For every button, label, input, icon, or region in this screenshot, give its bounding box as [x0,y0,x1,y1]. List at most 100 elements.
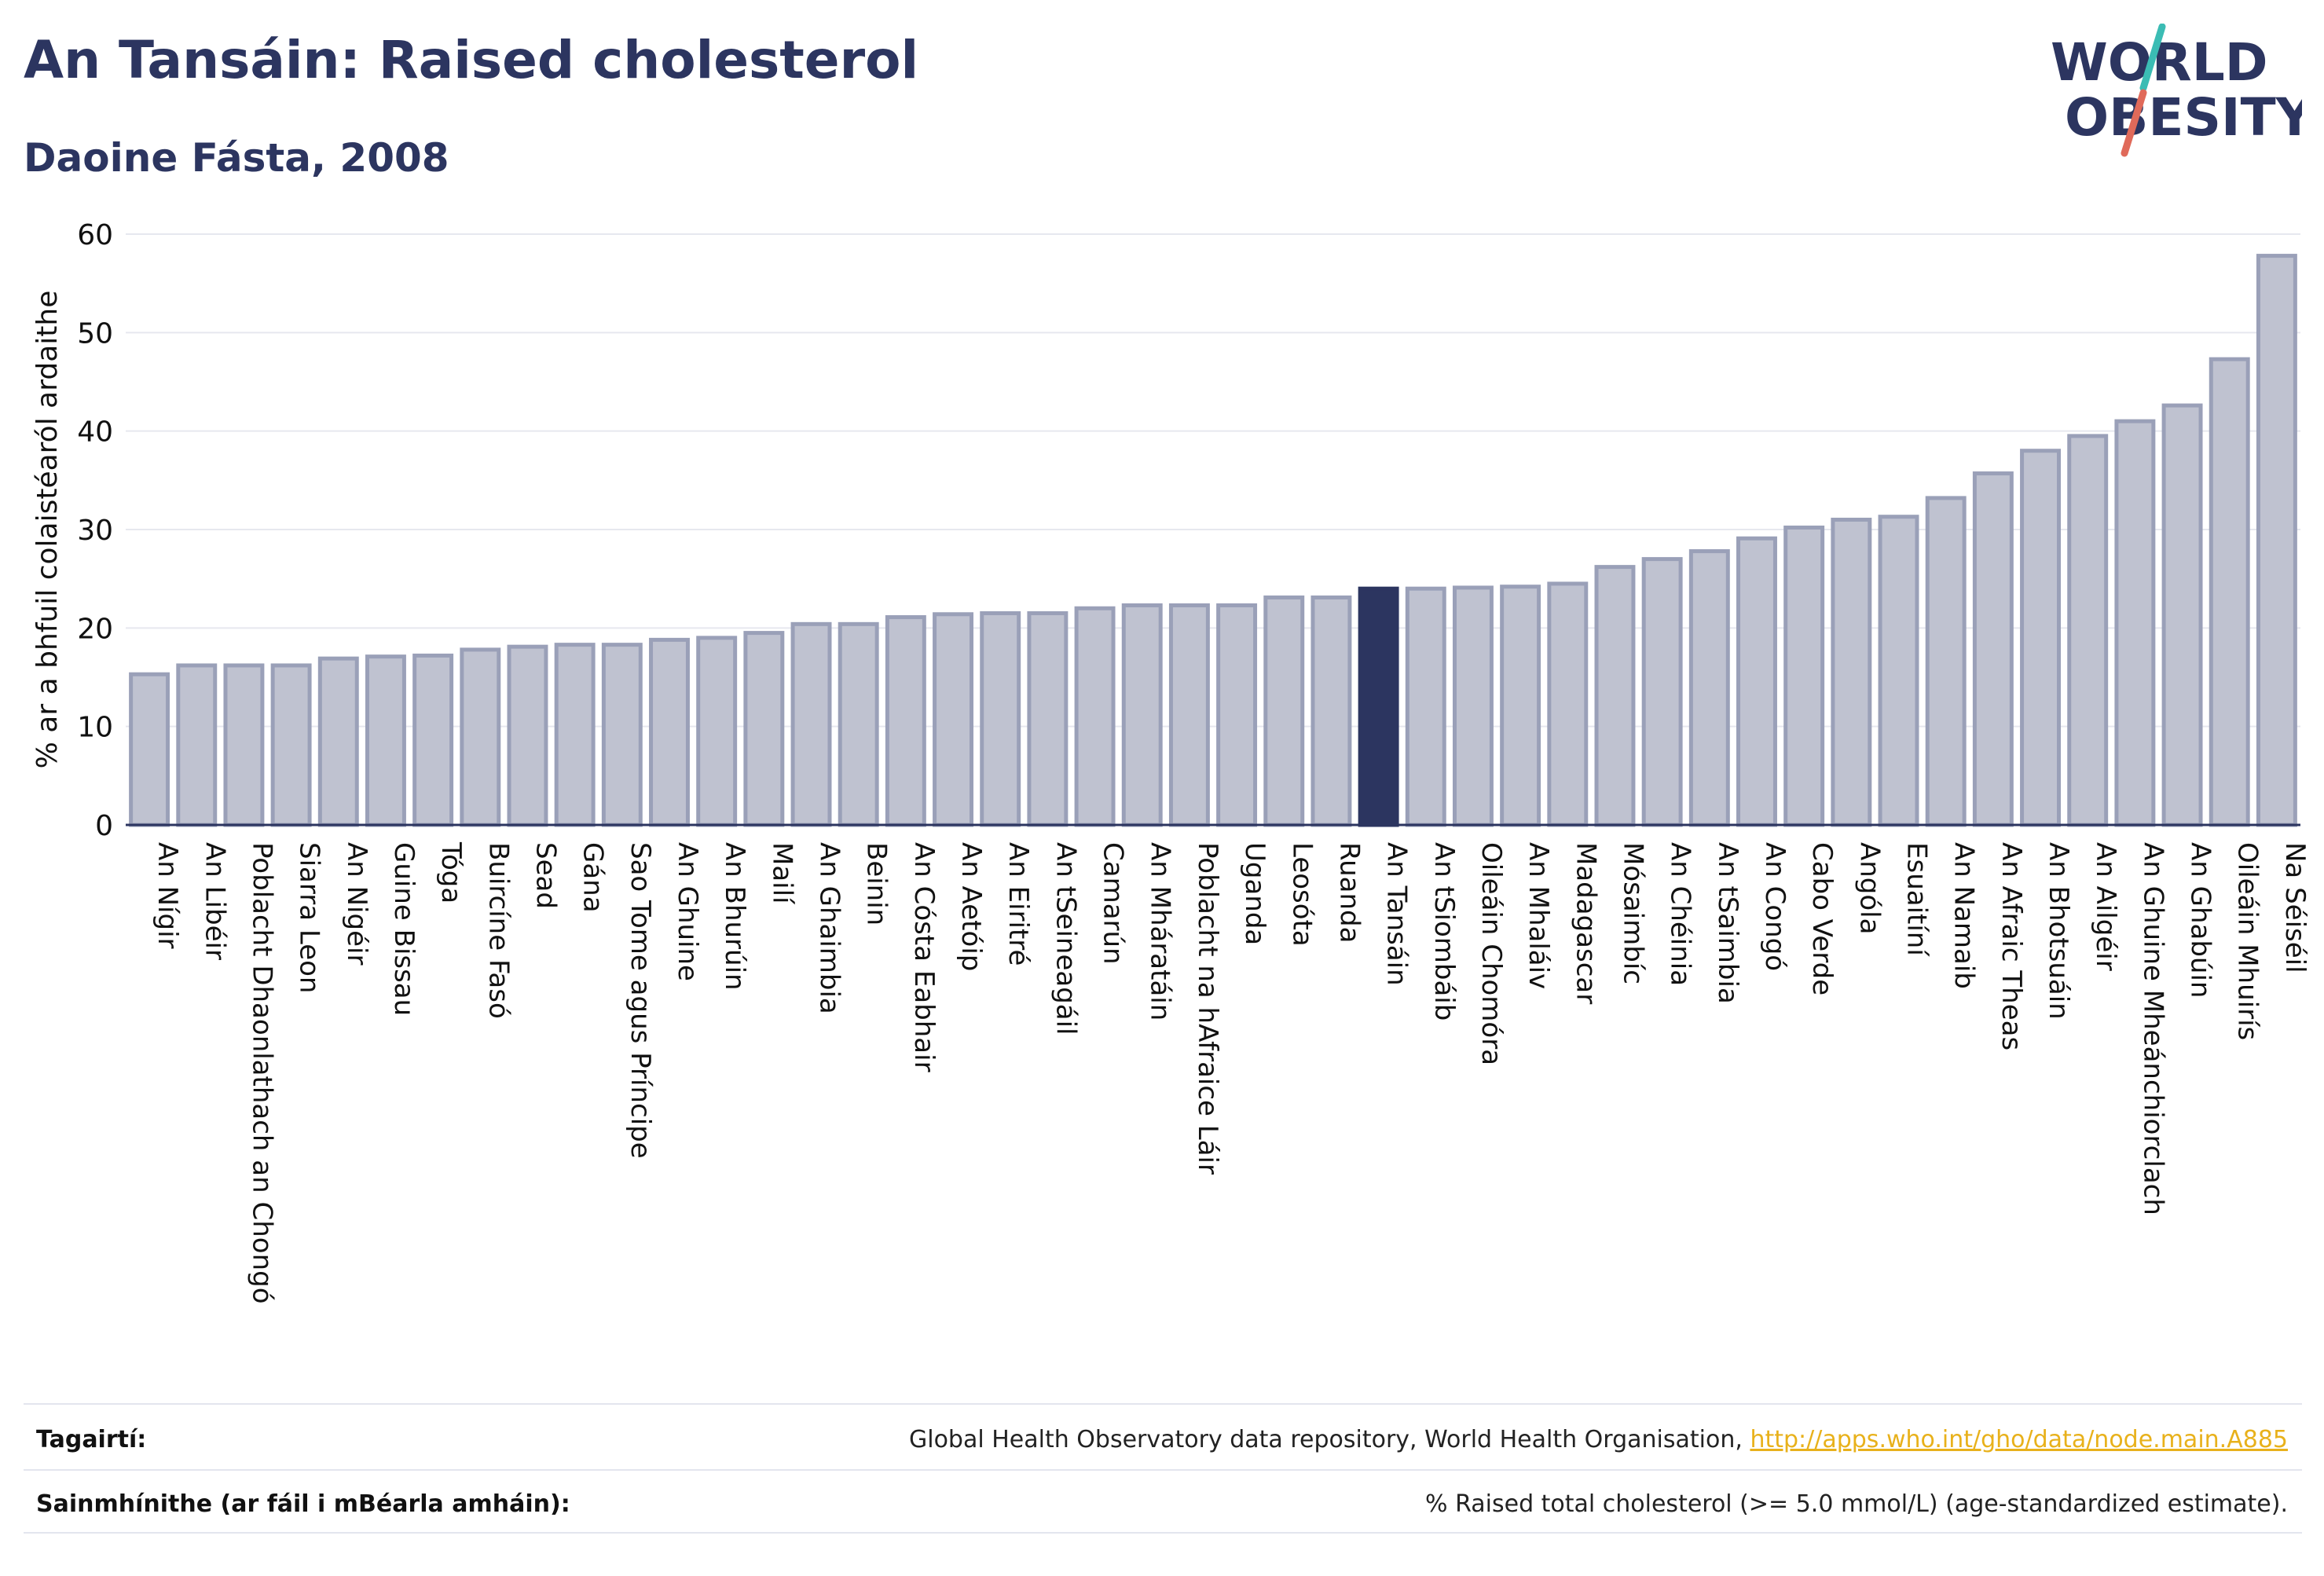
bar-31[interactable] [1594,565,1636,827]
bar-14[interactable] [790,621,832,827]
footer-divider-middle [24,1469,2302,1471]
bar-39[interactable] [1972,471,2014,827]
bar-24[interactable] [1263,595,1305,827]
x-tick-label: Tóga [435,841,467,903]
x-tick-label: An Libéir [199,842,230,960]
bar-22[interactable] [1168,603,1210,827]
bar-37[interactable] [1878,515,1919,827]
bar-18[interactable] [980,611,1021,827]
bar-33[interactable] [1688,549,1730,827]
x-tick-label: Angóla [1853,842,1885,934]
bar-30[interactable] [1547,581,1589,827]
x-tick-label: An Ghaimbia [814,842,845,1014]
y-tick-label: 50 [77,317,113,350]
bar-12[interactable] [696,636,738,827]
bar-45[interactable] [2256,254,2297,827]
bar-16[interactable] [885,615,926,827]
bar-8[interactable] [507,644,548,827]
references-link[interactable]: http://apps.who.int/gho/data/node.main.A… [1750,1426,2288,1453]
bar-2[interactable] [223,663,265,827]
x-tick-label: Poblacht na hAfraice Láir [1192,842,1223,1175]
bar-11[interactable] [649,637,690,827]
x-tick-label: An Tansáin [1381,842,1413,986]
bar-7[interactable] [460,647,501,827]
bar-28[interactable] [1452,585,1494,827]
bar-25[interactable] [1310,595,1352,827]
bar-21[interactable] [1121,603,1163,827]
x-tick-label: An Bhotsuáin [2043,842,2074,1020]
logo-line-obesity: OBESITY [2065,87,2302,148]
x-tick-label: Buircíne Fasó [482,842,514,1019]
bar-chart: 0 10 20 30 40 50 60 An Nígir An Libéir Poblacht D… [31,219,2311,1304]
logo-slash-teal [2139,24,2166,92]
bar-27[interactable] [1405,586,1446,827]
bar-5[interactable] [365,654,406,827]
x-tick-label: An tSaimbia [1712,842,1743,1004]
x-tick-label: An Bhurúin [719,842,750,991]
x-tick-label: Sao Tome agus Príncipe [625,842,656,1159]
x-tick-label: An Chéinia [1665,842,1696,986]
x-tick-label: An Ghuine [672,842,703,981]
x-tick-label: An Nígir [152,842,183,949]
bar-26[interactable] [1358,586,1399,827]
x-tick-label: Ruanda [1333,842,1365,943]
bar-6[interactable] [412,653,454,827]
bar-34[interactable] [1736,536,1777,827]
bar-36[interactable] [1831,517,1872,827]
bar-4[interactable] [317,656,359,827]
x-tick-label: An Ailgéir [2090,842,2121,971]
x-tick-label: An Aetóip [955,842,987,971]
bar-35[interactable] [1783,525,1825,827]
bar-44[interactable] [2209,357,2250,827]
bar-9[interactable] [554,643,596,827]
bar-32[interactable] [1641,557,1683,827]
bar-42[interactable] [2114,419,2156,827]
x-tick-label: An Namaib [1948,842,1980,989]
references-text: Global Health Observatory data repositor… [909,1426,1743,1453]
bar-23[interactable] [1216,603,1258,827]
footer-divider-top [24,1403,2302,1405]
x-tick-label: Oileáin Mhuirís [2232,842,2264,1040]
x-tick-label: Sead [530,842,561,909]
x-tick-label: An Ghabúin [2185,842,2216,998]
bar-17[interactable] [933,612,974,827]
x-tick-label: An Congó [1759,842,1791,971]
x-tick-label: Uganda [1239,842,1270,945]
y-axis-label: % ar a bhfuil colaistéaról ardaithe [31,291,64,769]
x-tick-label: Leosóta [1286,842,1318,947]
bar-3[interactable] [270,663,312,827]
x-tick-label: Poblacht Dhaonlathach an Chongó [246,842,277,1304]
x-tick-label: Madagascar [1570,842,1601,1004]
bar-13[interactable] [743,631,785,827]
y-tick-label: 60 [77,219,113,251]
world-obesity-logo: WORLD OBESITY [2051,24,2302,157]
x-tick-label: An tSiombáib [1428,842,1460,1021]
y-tick-label: 30 [77,515,113,547]
references-label: Tagairtí: [36,1426,147,1453]
x-tick-label: An Cósta Eabhair [908,842,940,1072]
bar-38[interactable] [1925,496,1967,827]
bar-40[interactable] [2020,449,2062,827]
bar-15[interactable] [838,621,879,827]
x-tick-label: Oileáin Chomóra [1475,842,1507,1065]
bar-19[interactable] [1027,611,1069,827]
y-tick-label: 0 [95,810,113,842]
bar-20[interactable] [1074,606,1116,827]
x-tick-label: An Mháratáin [1145,842,1176,1021]
y-tick-label: 20 [77,613,113,645]
bar-41[interactable] [2067,434,2109,827]
chart-subtitle: Daoine Fásta, 2008 [24,135,449,181]
x-tick-label: An Nigéir [341,842,372,965]
bar-1[interactable] [176,663,218,827]
bar-0[interactable] [129,672,170,827]
x-tick-label: Camarún [1098,842,1129,965]
chart-title: An Tansáin: Raised cholesterol [24,30,919,90]
y-tick-label: 40 [77,416,113,449]
bar-43[interactable] [2161,403,2203,827]
logo-slash-coral [2121,89,2147,157]
bar-10[interactable] [601,643,643,827]
x-tick-label: Siarra Leon [294,842,325,993]
footer-divider-bottom [24,1532,2302,1534]
bar-29[interactable] [1500,585,1541,827]
definitions-value: % Raised total cholesterol (>= 5.0 mmol/… [1425,1490,2288,1518]
